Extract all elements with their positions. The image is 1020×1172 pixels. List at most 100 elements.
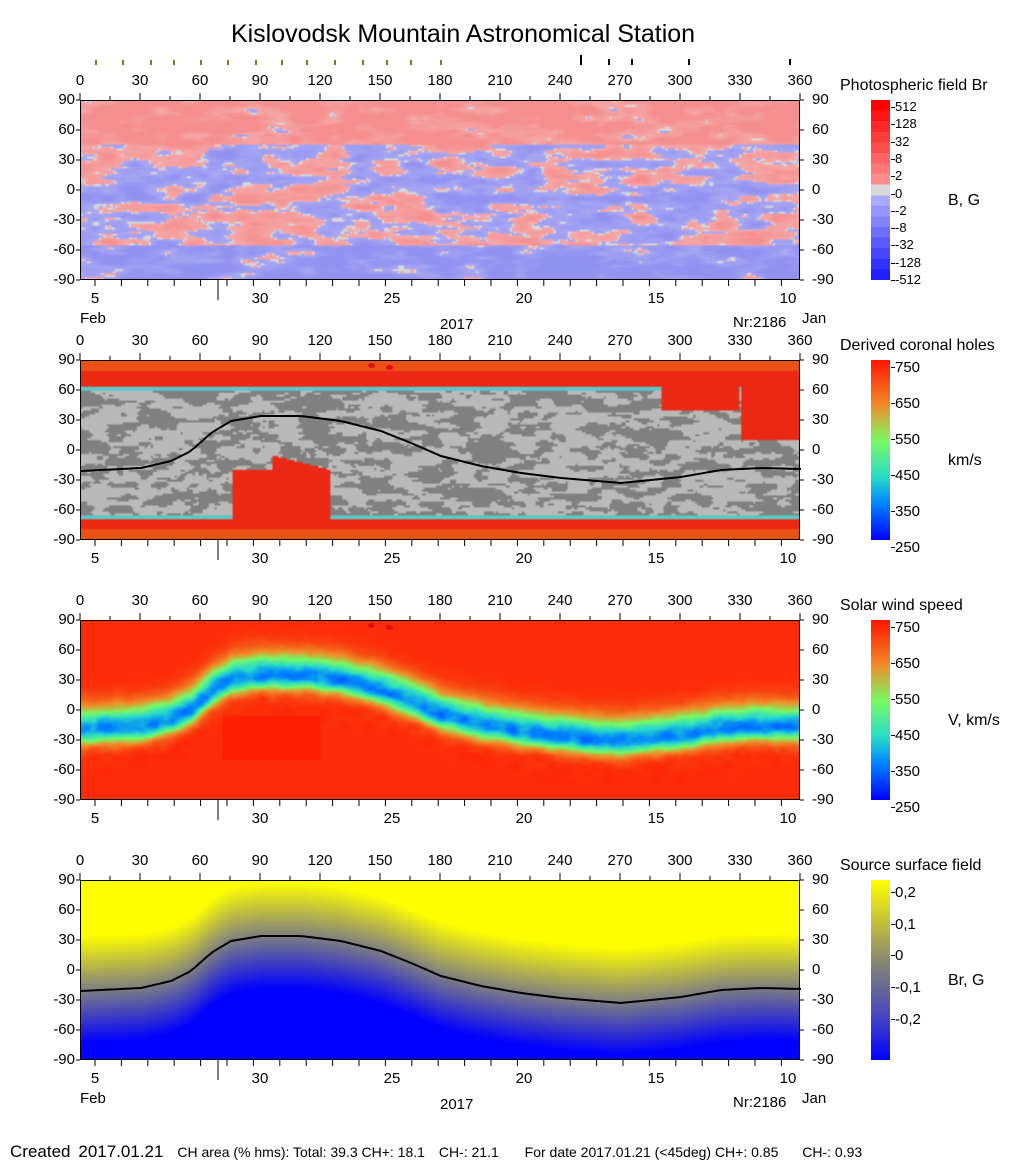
axis-ticks	[76, 613, 804, 820]
axis-ticks	[76, 93, 804, 300]
longitude-tick-label: 0	[75, 72, 85, 89]
longitude-tick-label: 180	[427, 592, 453, 609]
ch-area: CH area (% hms): Total: 39.3 CH+: 18.1	[177, 1144, 425, 1160]
carrington-marker-olive	[281, 60, 283, 65]
longitude-tick-label: 150	[367, 332, 393, 349]
carrington-marker-olive	[306, 60, 308, 65]
latitude-tick-label-left: 60	[58, 381, 75, 398]
longitude-tick-label: 150	[367, 852, 393, 869]
carrington-marker-olive	[95, 60, 97, 65]
red-marker	[368, 623, 375, 628]
colorbar-tick	[891, 771, 895, 772]
longitude-tick-label: 330	[727, 72, 753, 89]
colorbar-tick	[891, 511, 895, 512]
date-tick-label: 30	[251, 290, 269, 307]
latitude-tick-label-left: 0	[66, 701, 75, 718]
longitude-tick-label: 90	[251, 592, 269, 609]
colorbar-tick	[891, 210, 895, 212]
colorbar-tick	[891, 193, 895, 195]
carrington-marker-black	[631, 59, 633, 65]
footer-stats: Created 2017.01.21 CH area (% hms): Tota…	[10, 1142, 872, 1162]
longitude-tick-label: 330	[727, 592, 753, 609]
latitude-tick-label-left: -30	[53, 471, 75, 488]
latitude-tick-label-right: -90	[812, 531, 834, 548]
heatmap-plot-area	[80, 100, 800, 280]
colorbar-unit-label: V, km/s	[948, 712, 1000, 729]
colorbar-tick	[891, 735, 895, 736]
date-tick-label: 20	[515, 810, 533, 827]
colorbar-unit-label: Br, G	[948, 972, 985, 989]
longitude-tick-label: 360	[787, 592, 813, 609]
colorbar	[871, 100, 890, 280]
colorbar-tick	[891, 124, 895, 126]
heatmap-2	[81, 361, 799, 539]
panel-3: Solar wind speed V, km/s 0 30 60 90 120 150 180 2…	[0, 0, 1020, 827]
colorbar-tick-label: 450	[895, 467, 921, 484]
carrington-marker-black	[580, 55, 582, 65]
colorbar-tick-label: 32	[895, 133, 910, 149]
red-marker	[368, 363, 375, 368]
latitude-tick-label-right: -30	[812, 991, 834, 1008]
longitude-tick-label: 120	[307, 72, 333, 89]
latitude-tick-label-left: -90	[53, 1051, 75, 1068]
colorbar-tick-label: 750	[895, 619, 921, 636]
colorbar-tick-label: 350	[895, 503, 921, 520]
colorbar-tick	[891, 245, 895, 247]
heatmap-3	[81, 621, 799, 799]
latitude-tick-label-left: -30	[53, 731, 75, 748]
latitude-tick-label-right: 90	[812, 611, 829, 628]
date-tick-label: 30	[251, 1070, 269, 1087]
colorbar-tick	[891, 627, 895, 628]
longitude-tick-label: 0	[75, 332, 85, 349]
colorbar-tick-label: 512	[895, 99, 917, 114]
longitude-tick-label: 240	[547, 332, 573, 349]
latitude-tick-label-right: 90	[812, 351, 829, 368]
carrington-marker-black	[608, 59, 610, 65]
latitude-tick-label-left: -90	[53, 791, 75, 808]
colorbar-unit-label: B, G	[948, 192, 981, 209]
longitude-tick-label: 300	[667, 852, 693, 869]
colorbar-tick	[891, 158, 895, 160]
longitude-tick-label: 120	[307, 332, 333, 349]
neutral-line	[81, 415, 801, 485]
longitude-tick-label: 60	[191, 72, 209, 89]
colorbar-tick-label: -0,2	[895, 1010, 921, 1028]
carrington-marker-olive	[334, 60, 336, 65]
colorbar-tick-label: 250	[895, 799, 921, 816]
longitude-tick-label: 270	[607, 72, 633, 89]
date-tick-label: 20	[515, 550, 533, 567]
for-date-minus: CH-: 0.93	[802, 1144, 863, 1160]
colorbar-tick-label: 550	[895, 431, 921, 448]
panel-title: Photospheric field Br	[840, 77, 988, 94]
latitude-tick-label-right: 90	[812, 91, 829, 108]
panel-title: Source surface field	[840, 857, 982, 874]
longitude-tick-label: 180	[427, 332, 453, 349]
longitude-tick-label: 30	[131, 852, 149, 869]
latitude-tick-label-right: -60	[812, 501, 834, 518]
heatmap-1	[81, 101, 799, 279]
rotation-number: Nr:2186	[733, 314, 787, 331]
latitude-tick-label-right: 30	[812, 151, 829, 168]
date-tick-label: 10	[779, 290, 797, 307]
colorbar-tick-label: -512	[895, 272, 922, 287]
date-tick-label: 25	[383, 550, 401, 567]
latitude-tick-label-left: -90	[53, 531, 75, 548]
red-marker	[386, 625, 393, 630]
carrington-marker-olive	[410, 60, 412, 65]
colorbar	[871, 880, 890, 1060]
longitude-tick-label: 210	[487, 332, 513, 349]
date-tick-label: 5	[90, 810, 100, 827]
longitude-tick-label: 330	[727, 332, 753, 349]
colorbar-tick	[891, 547, 895, 548]
colorbar-tick-label: 350	[895, 763, 921, 780]
heatmap-plot-area	[80, 880, 801, 1060]
latitude-tick-label-left: 30	[58, 671, 75, 688]
longitude-tick-label: 210	[487, 852, 513, 869]
colorbar-tick	[891, 262, 895, 264]
latitude-tick-label-right: -30	[812, 211, 834, 228]
colorbar-tick-label: 550	[895, 691, 921, 708]
date-tick-label: 5	[90, 1070, 100, 1087]
colorbar-tick	[891, 923, 895, 925]
latitude-tick-label-right: 30	[812, 931, 829, 948]
latitude-tick-label-left: 90	[58, 871, 75, 888]
